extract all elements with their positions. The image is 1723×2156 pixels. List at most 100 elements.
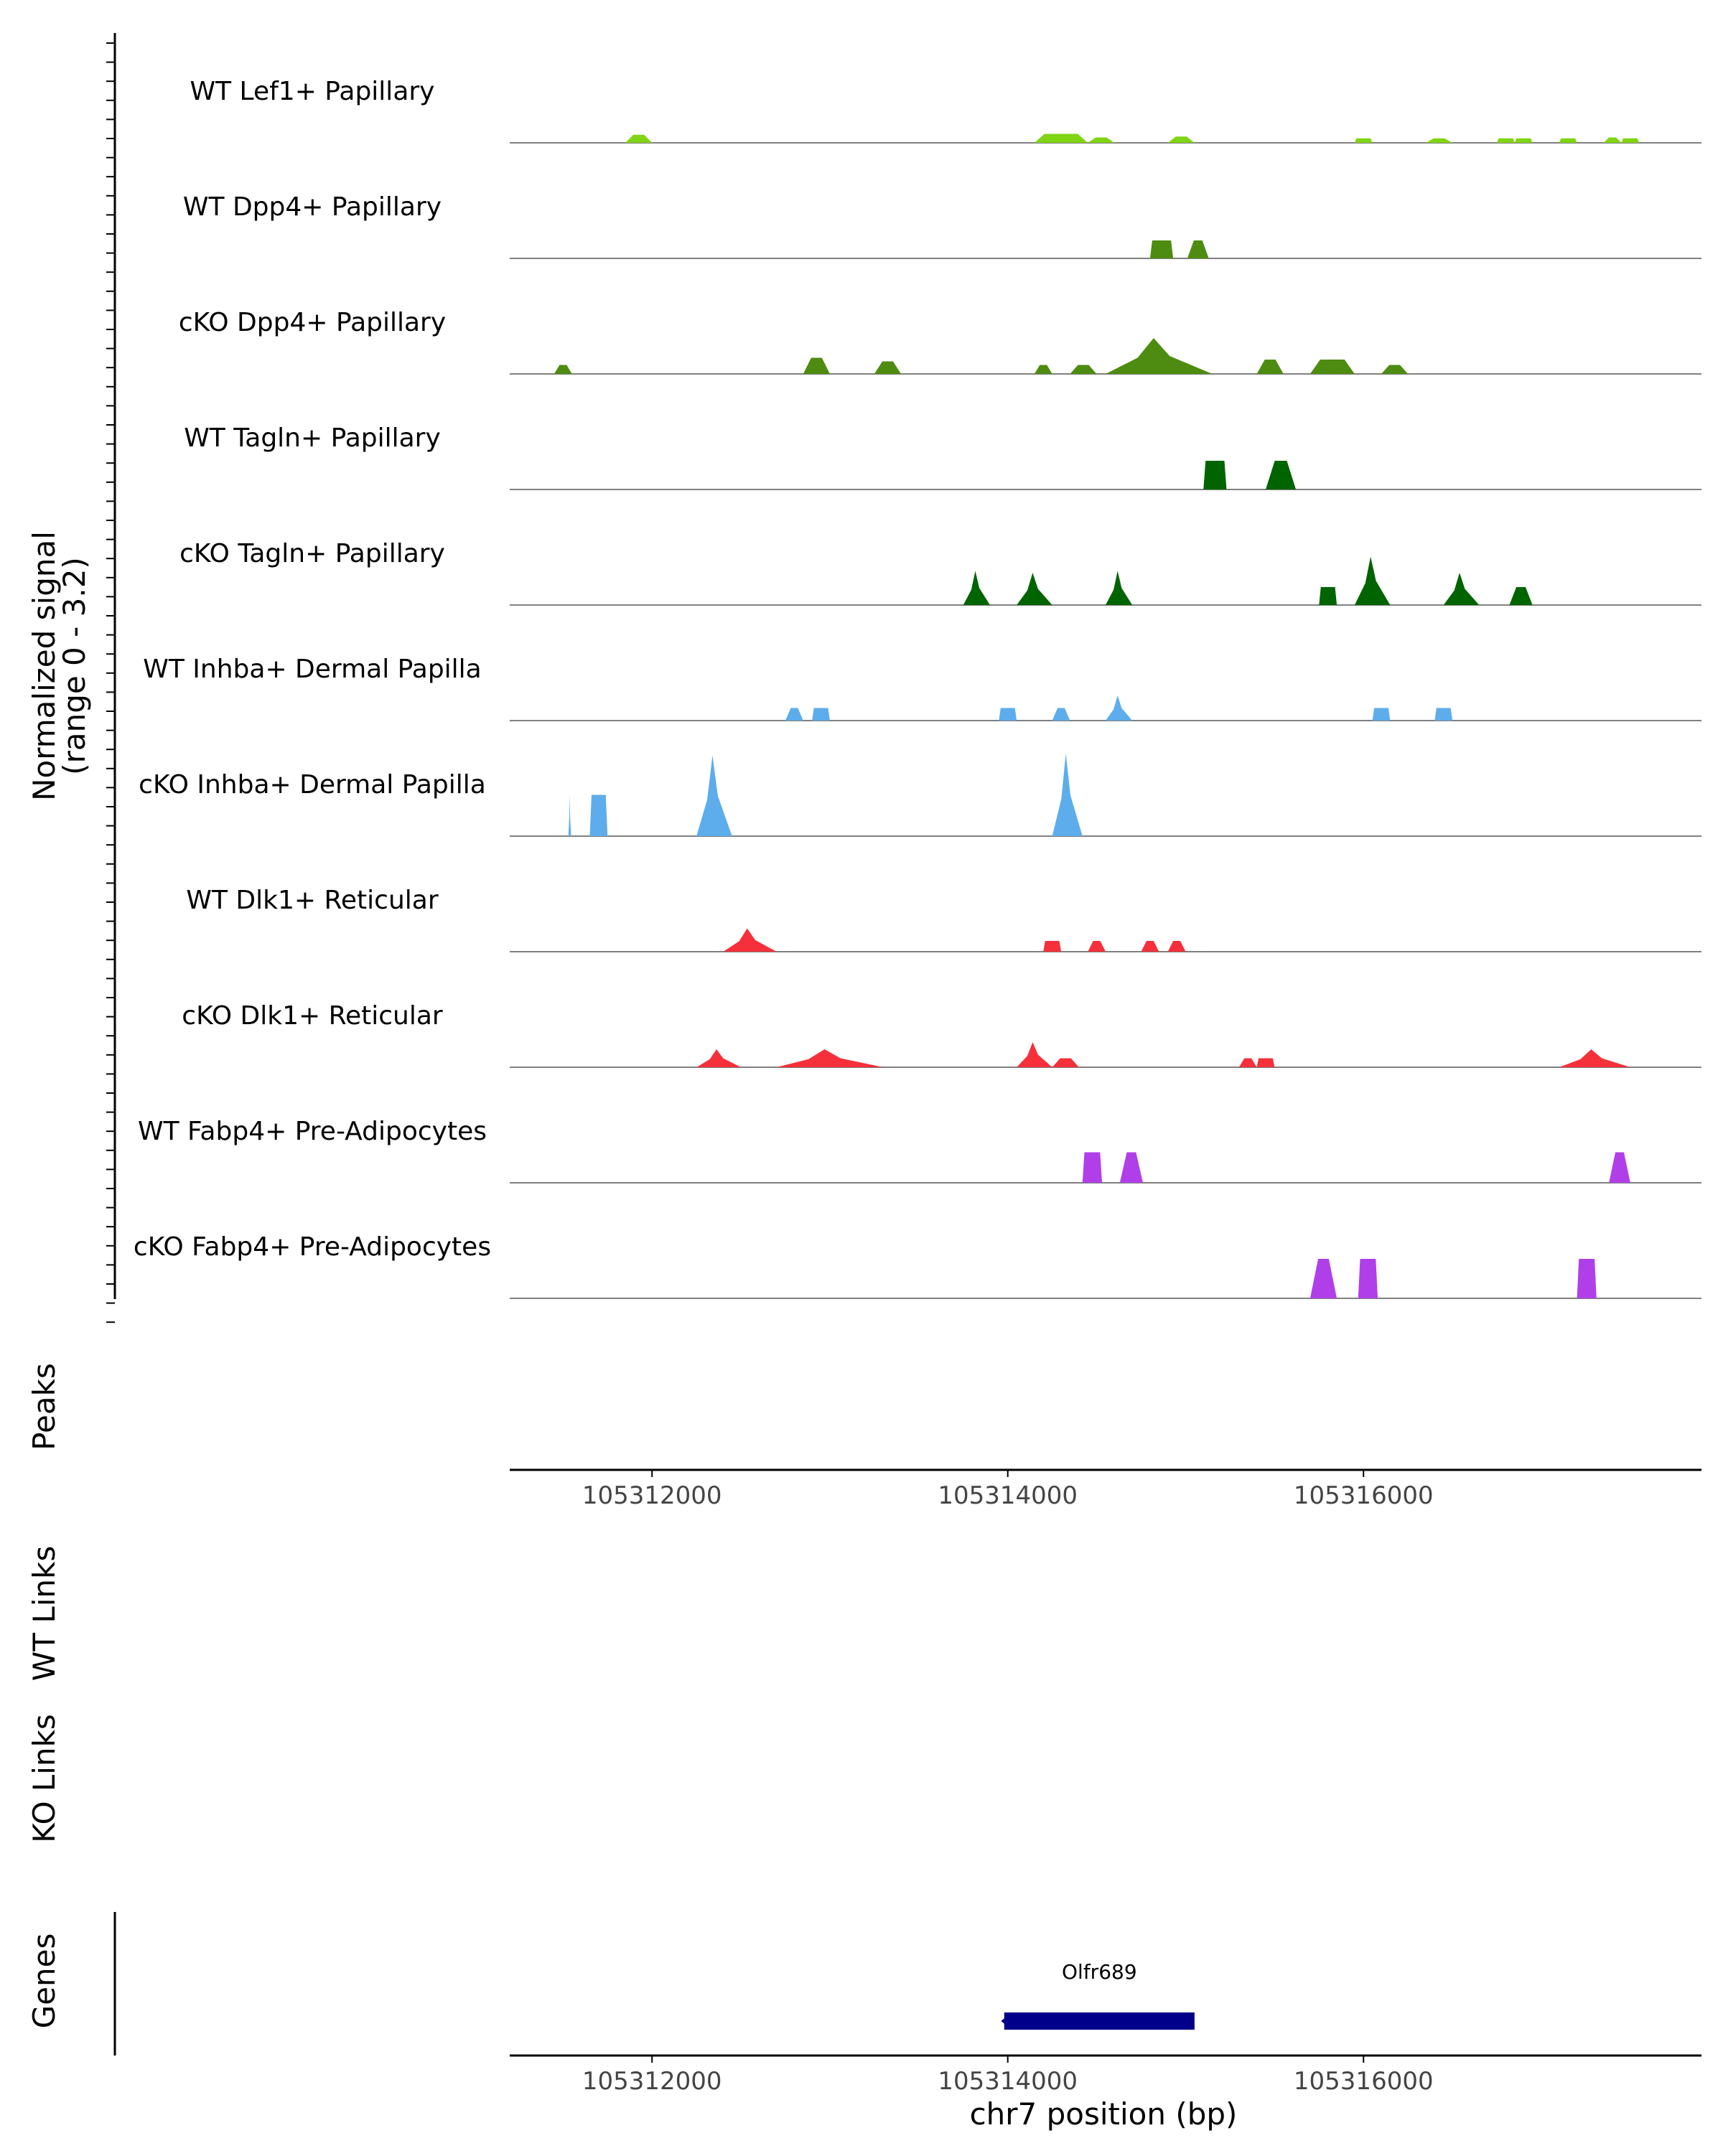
track-10: cKO Fabp4+ Pre-Adipocytes: [134, 1232, 1701, 1299]
genes-x-tick-label: 105314000: [938, 2067, 1078, 2096]
signal-peak: [812, 708, 830, 721]
signal-peak: [1621, 138, 1640, 143]
signal-peak: [1609, 1152, 1630, 1183]
peaks-x-tick-label: 105316000: [1294, 1481, 1434, 1510]
track-label: cKO Dpp4+ Papillary: [179, 308, 446, 337]
signal-peak: [1319, 587, 1337, 605]
signal-peak: [1034, 365, 1052, 374]
track-9: WT Fabp4+ Pre-Adipocytes: [138, 1117, 1701, 1184]
signal-peak: [1203, 461, 1227, 489]
track-3: WT Tagln+ Papillary: [184, 423, 1701, 490]
track-1: WT Dpp4+ Papillary: [183, 192, 1701, 259]
signal-peak: [1106, 571, 1133, 605]
signal-peak: [1119, 1152, 1144, 1183]
track-8: cKO Dlk1+ Reticular: [182, 1001, 1701, 1068]
genes-panel-label: Genes: [27, 1934, 62, 2029]
peaks-x-axis: 105312000 105314000 105316000: [582, 1470, 1434, 1510]
signal-peak: [1052, 1058, 1079, 1067]
track-label: cKO Tagln+ Papillary: [179, 539, 445, 568]
signal-peak: [1354, 556, 1391, 605]
y-axis-label-line2: (range 0 - 3.2): [57, 557, 92, 775]
track-0: WT Lef1+ Papillary: [190, 77, 1701, 144]
gene-label: Olfr689: [1062, 1960, 1137, 1984]
signal-peak: [874, 361, 902, 374]
track-label: cKO Dlk1+ Reticular: [182, 1001, 443, 1031]
track-label: cKO Fabp4+ Pre-Adipocytes: [134, 1232, 491, 1262]
signal-peak: [1017, 573, 1052, 605]
signal-peak: [554, 365, 572, 374]
signal-peak: [776, 1049, 884, 1067]
signal-peak: [1256, 1058, 1275, 1067]
signal-peak: [1238, 1058, 1257, 1067]
signal-peak: [1149, 240, 1174, 258]
signal-peak: [1167, 941, 1186, 952]
signal-peak: [999, 708, 1017, 721]
signal-peak: [1088, 941, 1106, 952]
signal-peak: [696, 1049, 742, 1067]
signal-peak: [1577, 1259, 1597, 1298]
signal-peak: [1052, 754, 1083, 836]
track-5: WT Inhba+ Dermal Papilla: [143, 655, 1701, 721]
genes-x-tick-label: 105316000: [1294, 2067, 1434, 2096]
track-label: WT Dpp4+ Papillary: [183, 192, 442, 222]
signal-peak: [1106, 338, 1213, 374]
track-label: WT Tagln+ Papillary: [184, 423, 441, 453]
signal-peak: [723, 928, 777, 952]
signal-peak: [1187, 240, 1209, 258]
peaks-x-tick-label: 105314000: [938, 1481, 1078, 1510]
signal-peak: [803, 357, 830, 374]
signal-peak: [1509, 587, 1533, 605]
signal-peak: [1372, 708, 1391, 721]
y-axis-label-line1: Normalized signal: [27, 531, 62, 801]
signal-peak: [1434, 708, 1453, 721]
gene-body: [1004, 2012, 1195, 2030]
peaks-panel-label: Peaks: [27, 1363, 62, 1450]
signal-peak: [1309, 360, 1355, 374]
signal-peak: [1088, 137, 1115, 143]
x-axis-label: chr7 position (bp): [970, 2096, 1238, 2132]
signal-peak: [568, 795, 571, 836]
signal-peak: [1559, 138, 1577, 143]
signal-peak: [1141, 941, 1159, 952]
coverage-tracks: WT Lef1+ Papillary WT Dpp4+ Papillary cKO …: [134, 77, 1701, 1299]
signal-peak: [1070, 365, 1097, 374]
track-label: WT Dlk1+ Reticular: [186, 886, 438, 915]
signal-peak: [1265, 461, 1297, 489]
signal-y-axis-ticks: [106, 42, 115, 1323]
signal-peak: [1043, 941, 1062, 952]
signal-peak: [1017, 1042, 1052, 1067]
signal-peak: [1106, 695, 1133, 721]
wt-links-panel-label: WT Links: [27, 1546, 62, 1681]
gene-strand-arrow: [1001, 2013, 1012, 2029]
genes-x-tick-label: 105312000: [582, 2067, 722, 2096]
track-6: cKO Inhba+ Dermal Papilla: [139, 754, 1701, 837]
signal-peak: [1603, 137, 1622, 143]
signal-peak: [1425, 138, 1453, 143]
signal-peak: [1082, 1152, 1103, 1183]
signal-peak: [589, 795, 608, 836]
signal-peak: [1443, 573, 1480, 605]
signal-peak: [625, 134, 653, 143]
signal-peak: [1167, 136, 1195, 143]
track-label: WT Fabp4+ Pre-Adipocytes: [138, 1117, 487, 1146]
gene-annotation-track: Olfr689: [1001, 1960, 1195, 2030]
signal-peak: [1559, 1049, 1630, 1067]
signal-peak: [1034, 133, 1088, 143]
signal-peak: [963, 571, 990, 605]
signal-peak: [1309, 1259, 1337, 1298]
track-7: WT Dlk1+ Reticular: [186, 886, 1701, 952]
genes-x-axis: 105312000 105314000 105316000: [582, 2056, 1434, 2096]
signal-peak: [1354, 138, 1373, 143]
signal-peak: [785, 708, 803, 721]
ko-links-panel-label: KO Links: [27, 1714, 62, 1843]
signal-peak: [1514, 138, 1533, 143]
track-label: WT Lef1+ Papillary: [190, 77, 435, 106]
signal-peak: [1256, 360, 1284, 374]
track-label: cKO Inhba+ Dermal Papilla: [139, 770, 486, 800]
signal-peak: [696, 755, 732, 836]
signal-peak: [1358, 1259, 1378, 1298]
track-label: WT Inhba+ Dermal Papilla: [143, 655, 481, 684]
track-2: cKO Dpp4+ Papillary: [179, 308, 1701, 375]
